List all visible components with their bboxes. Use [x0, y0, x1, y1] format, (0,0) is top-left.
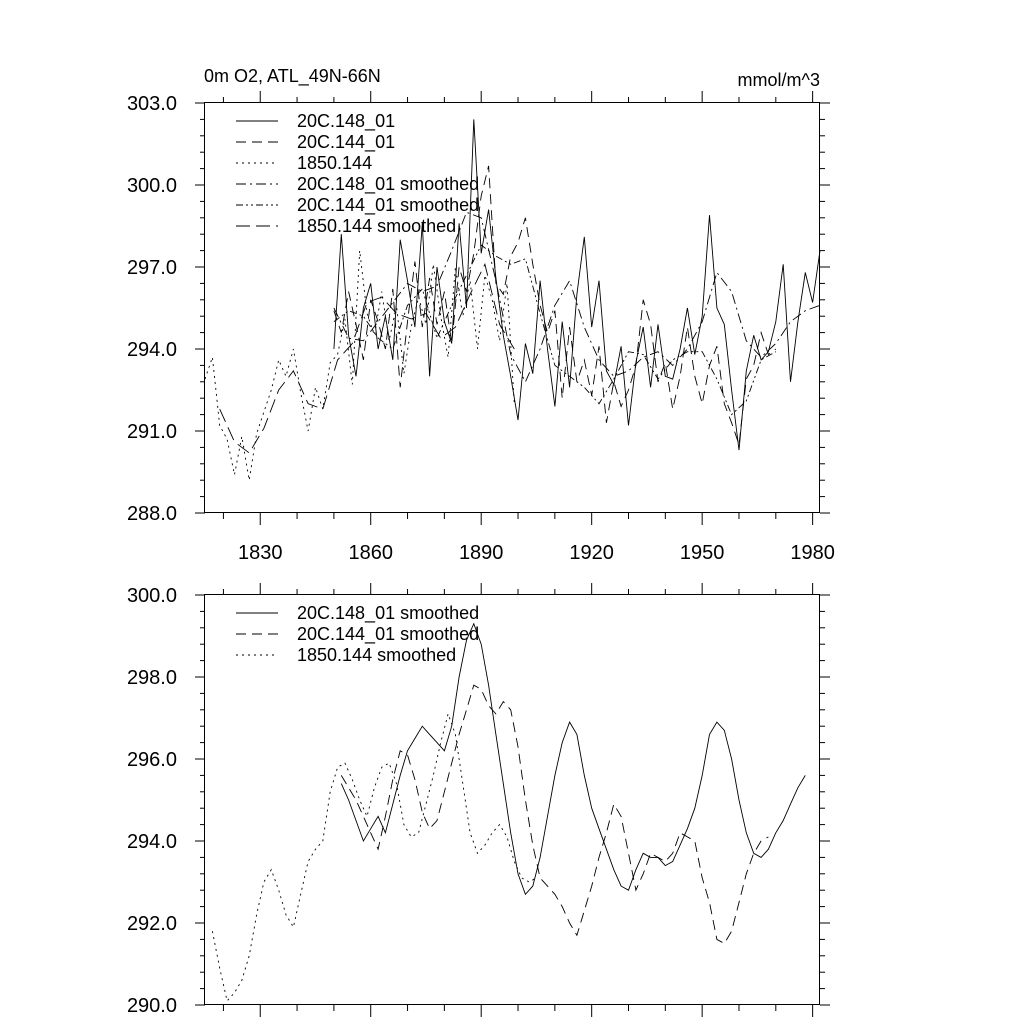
legend-label: 1850.144 smoothed [297, 645, 456, 665]
series-line-3 [333, 211, 821, 383]
legend-label: 20C.144_01 [297, 132, 395, 153]
y-tick-label: 297.0 [127, 257, 177, 279]
y-tick-label: 294.0 [127, 339, 177, 361]
series-line-1 [340, 684, 769, 945]
series-line-2 [211, 712, 537, 1002]
y-tick-label: 288.0 [127, 503, 177, 525]
tick-labels-lower: 300.0 298.0 296.0 294.0 292.0 290.0 [127, 585, 177, 1017]
x-tick-label: 1980 [790, 542, 835, 564]
x-tick-label: 1920 [569, 542, 614, 564]
x-tick-label: 1950 [680, 542, 725, 564]
y-tick-label: 298.0 [127, 667, 177, 689]
x-tick-label: 1890 [459, 542, 504, 564]
plot-upper: 0m O2, ATL_49N-66N mmol/m^3 303.0 300.0 29… [127, 66, 835, 564]
series-group-upper [204, 119, 821, 481]
series-line-0 [333, 119, 821, 451]
chart-title: 0m O2, ATL_49N-66N [204, 66, 381, 87]
legend-label: 20C.148_01 smoothed [297, 603, 479, 624]
plot-frame-upper [204, 102, 820, 513]
series-line-0 [340, 622, 806, 896]
legend-label: 1850.144 [297, 153, 372, 173]
y-tick-label: 294.0 [127, 831, 177, 853]
y-tick-label: 290.0 [127, 995, 177, 1017]
tick-group-lower [195, 583, 830, 1017]
plot-frame-lower [204, 594, 820, 1005]
y-tick-label: 300.0 [127, 175, 177, 197]
series-line-2 [204, 250, 515, 481]
legend-label: 20C.144_01 smoothed [297, 195, 479, 216]
y-tick-label: 296.0 [127, 749, 177, 771]
series-line-1 [333, 165, 777, 445]
series-group-lower [211, 622, 806, 1002]
units-label: mmol/m^3 [738, 70, 820, 90]
series-line-5 [219, 262, 515, 454]
plot-lower: 300.0 298.0 296.0 294.0 292.0 290.0 20C.148_0… [127, 583, 830, 1017]
y-tick-label: 300.0 [127, 585, 177, 607]
legend-label: 20C.148_01 smoothed [297, 174, 479, 195]
tick-labels-upper: 303.0 300.0 297.0 294.0 291.0 288.0 1830 1860 18… [127, 93, 835, 564]
y-tick-label: 292.0 [127, 913, 177, 935]
series-line-4 [333, 244, 777, 416]
legend-label: 1850.144 smoothed [297, 216, 456, 236]
y-tick-label: 291.0 [127, 421, 177, 443]
legend-label: 20C.148_01 [297, 111, 395, 132]
y-tick-label: 303.0 [127, 93, 177, 115]
x-tick-label: 1830 [238, 542, 283, 564]
tick-group-upper [195, 91, 830, 525]
x-tick-label: 1860 [348, 542, 393, 564]
legend-label: 20C.144_01 smoothed [297, 624, 479, 645]
